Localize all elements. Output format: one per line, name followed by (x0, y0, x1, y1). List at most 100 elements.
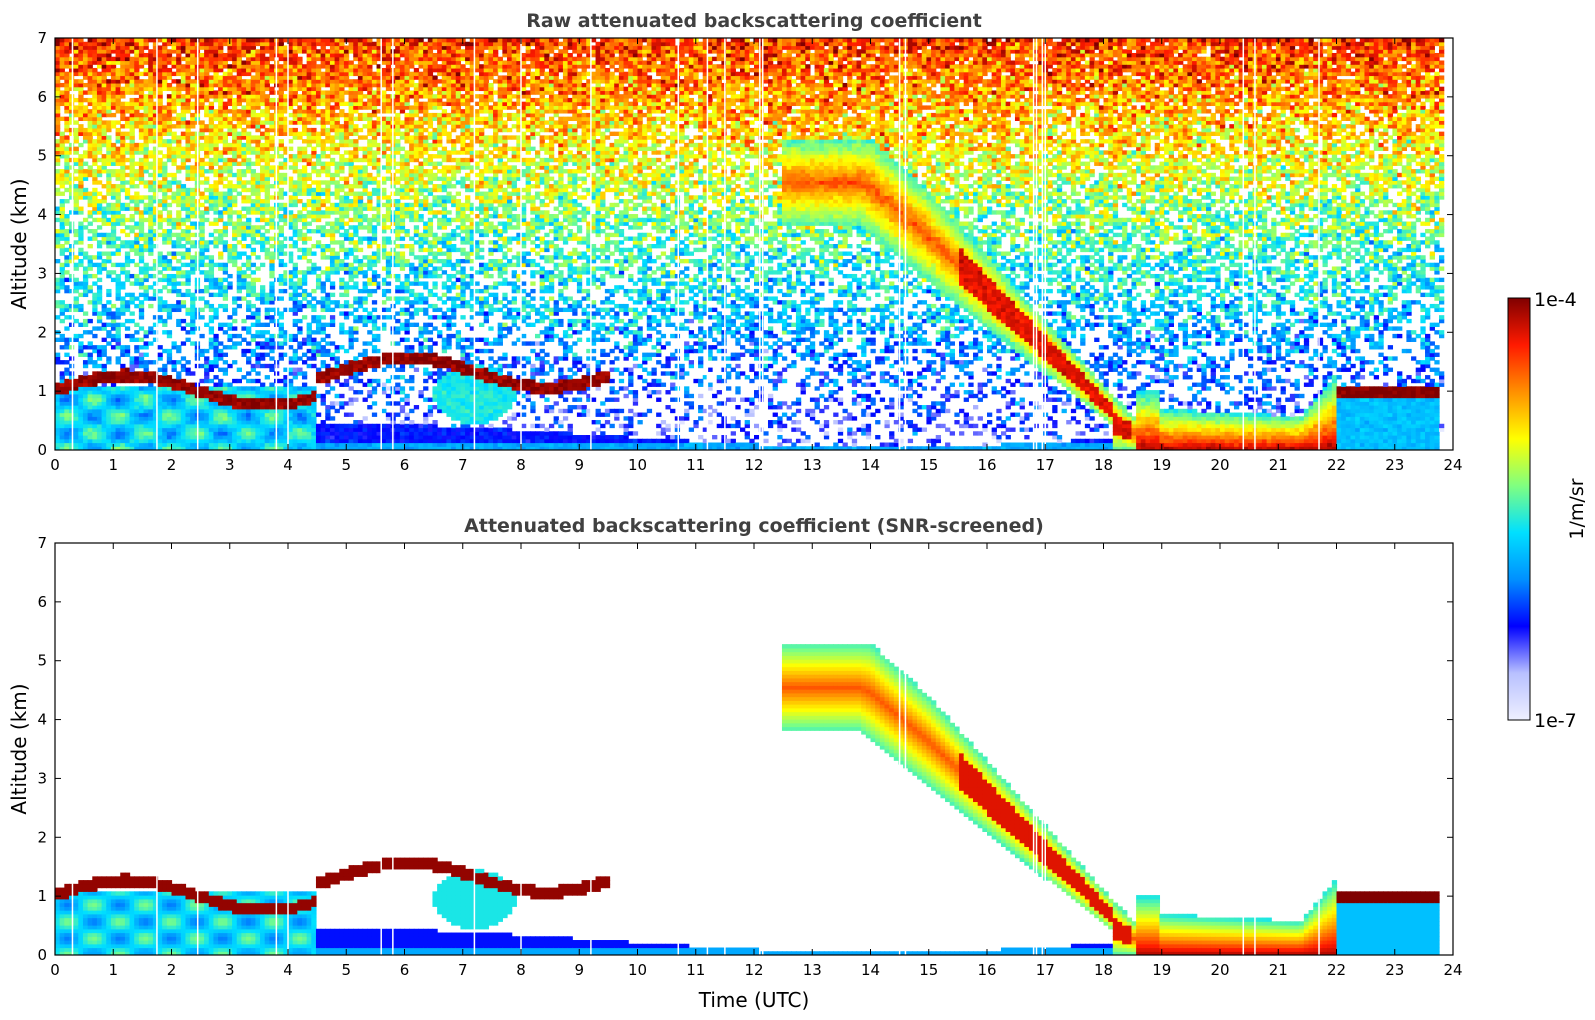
heatmap-cell (250, 423, 256, 429)
heatmap-cell (96, 45, 103, 50)
heatmap-cell (208, 94, 215, 99)
heatmap-cell (134, 210, 140, 215)
heatmap-cell (59, 206, 65, 211)
heatmap-cell (288, 90, 294, 95)
heatmap-cell (115, 393, 121, 399)
heatmap-cell (166, 427, 173, 432)
heatmap-cell (260, 169, 266, 174)
heatmap-cell (241, 105, 247, 110)
heatmap-cell (171, 273, 177, 279)
heatmap-cell (87, 45, 93, 50)
heatmap-cell (82, 67, 89, 73)
heatmap-cell (329, 285, 336, 290)
heatmap-cell (339, 101, 345, 107)
heatmap-cell (166, 217, 173, 223)
heatmap-cell (241, 157, 247, 163)
heatmap-cell (222, 405, 229, 410)
heatmap-cell (339, 285, 345, 290)
heatmap-cell (180, 112, 187, 118)
heatmap-cell (292, 165, 298, 170)
heatmap-cell (180, 318, 187, 324)
heatmap-cell (64, 97, 70, 103)
heatmap-cell (278, 127, 284, 133)
heatmap-cell (190, 60, 196, 65)
heatmap-cell (292, 75, 298, 80)
heatmap-cell (204, 206, 210, 211)
heatmap-cell (92, 112, 98, 118)
heatmap-cell (278, 214, 284, 219)
heatmap-cell (320, 142, 326, 148)
heatmap-cell (208, 360, 215, 365)
heatmap-cell (264, 397, 270, 402)
heatmap-cell (157, 131, 163, 136)
heatmap-cell (92, 296, 98, 301)
heatmap-cell (143, 124, 149, 129)
heatmap-cell (343, 330, 350, 335)
heatmap-cell (260, 412, 266, 417)
heatmap-cell (297, 326, 303, 331)
heatmap-cell (106, 161, 112, 166)
heatmap-cell (59, 180, 65, 185)
heatmap-cell (180, 401, 187, 406)
heatmap-cell (134, 401, 140, 406)
heatmap-cell (269, 52, 275, 58)
heatmap-cell (204, 300, 210, 305)
heatmap-cell (138, 281, 145, 286)
heatmap-cell (297, 408, 303, 414)
heatmap-cell (115, 288, 121, 294)
heatmap-cell (129, 378, 135, 384)
heatmap-cell (68, 427, 75, 432)
heatmap-cell (134, 277, 140, 283)
heatmap-cell (115, 60, 121, 65)
heatmap-cell (129, 390, 135, 395)
heatmap-cell (301, 97, 308, 103)
heatmap-cell (232, 41, 238, 47)
heatmap-cell (208, 64, 215, 69)
heatmap-cell (236, 390, 242, 395)
heatmap-cell (115, 67, 121, 73)
heatmap-cell (232, 49, 238, 54)
heatmap-cell (124, 251, 131, 256)
heatmap-cell (120, 139, 126, 144)
heatmap-cell (222, 345, 229, 350)
heatmap-cell (120, 154, 126, 159)
heatmap-cell (162, 45, 168, 50)
heatmap-cell (129, 142, 135, 148)
heatmap-cell (288, 345, 294, 350)
heatmap-cell (110, 393, 117, 399)
heatmap-cell (134, 191, 140, 196)
heatmap-cell (176, 60, 182, 65)
heatmap-cell (343, 270, 350, 275)
heatmap-cell (180, 109, 187, 114)
heatmap-cell (241, 146, 247, 151)
heatmap-cell (176, 101, 182, 107)
heatmap-cell (64, 38, 70, 43)
heatmap-cell (246, 435, 252, 440)
heatmap-cell (236, 71, 242, 77)
heatmap-cell (96, 101, 103, 107)
heatmap-cell (134, 150, 140, 155)
heatmap-cell (152, 169, 159, 174)
heatmap-cell (157, 49, 163, 54)
heatmap-cell (138, 41, 145, 47)
heatmap-cell (288, 176, 294, 181)
heatmap-cell (73, 255, 79, 260)
heatmap-cell (78, 206, 84, 211)
heatmap-cell (306, 94, 312, 99)
heatmap-cell (106, 124, 112, 129)
heatmap-cell (255, 124, 261, 129)
heatmap-cell (283, 131, 289, 136)
heatmap-cell (73, 64, 79, 69)
heatmap-cell (152, 165, 159, 170)
heatmap-cell (64, 378, 70, 384)
heatmap-cell (59, 416, 65, 421)
heatmap-cell (185, 225, 191, 230)
heatmap-cell (222, 352, 229, 357)
heatmap-cell (218, 199, 224, 204)
heatmap-cell (260, 401, 266, 406)
heatmap-cell (297, 438, 303, 444)
heatmap-cell (236, 266, 242, 271)
heatmap-cell (176, 281, 182, 286)
heatmap-cell (236, 438, 242, 444)
heatmap-cell (260, 60, 266, 65)
